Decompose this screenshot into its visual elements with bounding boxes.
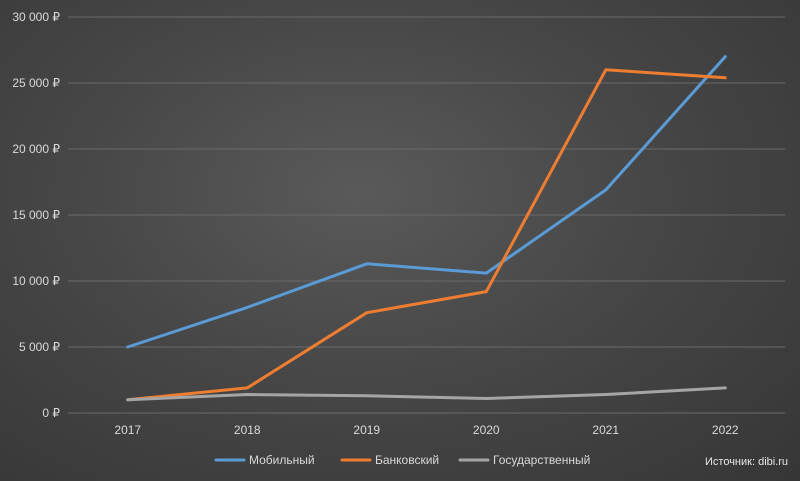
x-axis-ticks: 2017 2018 2019 2020 2021 2022: [114, 423, 739, 437]
x-tick-label: 2021: [592, 423, 619, 437]
y-tick-label: 0 ₽: [42, 406, 60, 420]
x-tick-label: 2020: [473, 423, 500, 437]
series-lines: [126, 55, 727, 402]
series-line: [126, 386, 727, 402]
x-tick-label: 2019: [353, 423, 380, 437]
y-axis-ticks: 0 ₽ 5 000 ₽ 10 000 ₽ 15 000 ₽ 20 000 ₽ 25 000…: [12, 10, 60, 420]
legend-label: Государственный: [493, 453, 590, 467]
gridlines: [68, 16, 785, 414]
y-tick-label: 15 000 ₽: [12, 208, 60, 222]
y-tick-label: 25 000 ₽: [12, 76, 60, 90]
y-tick-label: 20 000 ₽: [12, 142, 60, 156]
x-tick-label: 2022: [712, 423, 739, 437]
legend: Мобильный Банковский Государственный: [214, 453, 590, 467]
y-tick-label: 10 000 ₽: [12, 274, 60, 288]
x-tick-label: 2018: [234, 423, 261, 437]
series-line: [126, 68, 727, 402]
y-tick-label: 5 000 ₽: [19, 340, 60, 354]
series-line: [126, 55, 727, 349]
y-tick-label: 30 000 ₽: [12, 10, 60, 24]
legend-label: Мобильный: [249, 453, 315, 467]
source-note: Источник: dibi.ru: [705, 456, 788, 468]
legend-label: Банковский: [375, 453, 439, 467]
x-tick-label: 2017: [114, 423, 141, 437]
